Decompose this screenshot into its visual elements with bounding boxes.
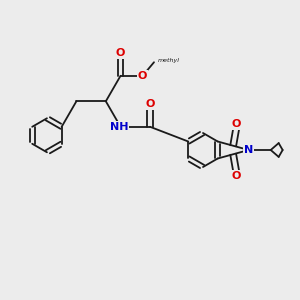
Text: methyl: methyl [158,58,179,63]
Text: O: O [138,71,147,81]
Text: O: O [116,48,125,58]
Text: O: O [232,119,241,129]
Text: O: O [145,99,155,109]
Text: O: O [232,171,241,181]
Text: NH: NH [110,122,128,132]
Text: N: N [244,145,253,155]
